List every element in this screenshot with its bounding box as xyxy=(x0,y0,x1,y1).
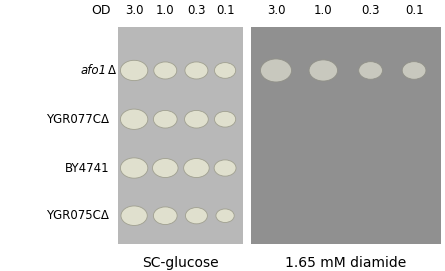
Ellipse shape xyxy=(121,109,148,130)
Ellipse shape xyxy=(154,207,177,224)
Text: OD: OD xyxy=(91,4,111,17)
Text: Δ: Δ xyxy=(108,64,116,77)
Text: 1.0: 1.0 xyxy=(314,4,332,17)
Text: 0.3: 0.3 xyxy=(187,4,206,17)
Ellipse shape xyxy=(185,111,208,128)
Text: YGR075CΔ: YGR075CΔ xyxy=(46,209,109,222)
Text: 0.1: 0.1 xyxy=(216,4,235,17)
Ellipse shape xyxy=(121,206,147,225)
Ellipse shape xyxy=(260,59,291,82)
Bar xyxy=(251,27,441,244)
Text: 3.0: 3.0 xyxy=(125,4,143,17)
Text: 0.1: 0.1 xyxy=(405,4,423,17)
Ellipse shape xyxy=(214,160,236,176)
Ellipse shape xyxy=(214,111,236,127)
Text: 1.0: 1.0 xyxy=(156,4,174,17)
Bar xyxy=(118,27,243,244)
Ellipse shape xyxy=(121,158,148,178)
Ellipse shape xyxy=(154,62,177,79)
Ellipse shape xyxy=(214,63,236,78)
Text: YGR077CΔ: YGR077CΔ xyxy=(46,113,109,126)
Ellipse shape xyxy=(186,208,207,224)
Text: 0.3: 0.3 xyxy=(361,4,380,17)
Text: BY4741: BY4741 xyxy=(65,162,109,175)
Ellipse shape xyxy=(184,159,209,178)
Ellipse shape xyxy=(185,62,208,79)
Ellipse shape xyxy=(153,159,178,178)
Text: afo1: afo1 xyxy=(81,64,107,77)
Text: SC-glucose: SC-glucose xyxy=(142,256,218,270)
Ellipse shape xyxy=(121,60,148,80)
Ellipse shape xyxy=(216,209,234,222)
Ellipse shape xyxy=(359,62,382,79)
Ellipse shape xyxy=(309,60,338,81)
Text: 1.65 mM diamide: 1.65 mM diamide xyxy=(285,256,407,270)
Text: 3.0: 3.0 xyxy=(267,4,285,17)
Ellipse shape xyxy=(154,111,177,128)
Ellipse shape xyxy=(402,62,426,79)
